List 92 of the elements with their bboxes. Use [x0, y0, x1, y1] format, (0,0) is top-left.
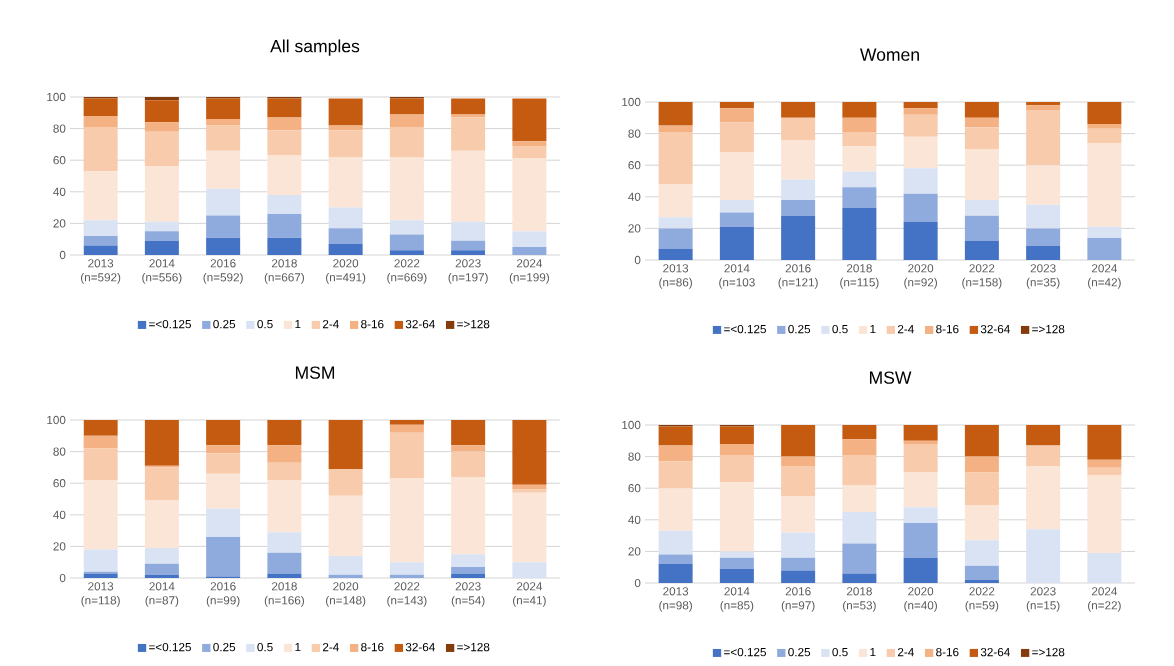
y-tick-label: 0 — [634, 255, 641, 265]
legend-label: 0.5 — [832, 647, 848, 657]
x-tick-label: 2020 (n=148) — [326, 582, 366, 607]
legend-label: =<0.125 — [149, 319, 191, 329]
x-tick-label: 2016 (n=97) — [781, 587, 815, 612]
y-tick-label: 100 — [622, 97, 641, 107]
legend-label: 0.25 — [213, 642, 236, 652]
y-tick-label: 0 — [59, 573, 66, 583]
legend-label: =>128 — [457, 319, 490, 329]
y-tick-label: 20 — [53, 219, 66, 228]
legend-label: 2-4 — [897, 324, 914, 334]
legend-label: 0.25 — [213, 319, 236, 329]
x-tick-label: 2014 (n=85) — [720, 587, 754, 612]
y-tick-label: 80 — [628, 129, 641, 138]
x-tick-label: 2014 (n=87) — [145, 582, 179, 607]
y-tick-label: 80 — [53, 447, 66, 456]
legend-label: 0.25 — [788, 324, 811, 334]
y-tick-label: 40 — [628, 192, 641, 201]
x-tick-label: 2013 (n=86) — [659, 264, 692, 289]
x-tick-label: 2018 (n=166) — [264, 582, 304, 607]
x-tick-label: 2020 (n=491) — [326, 259, 366, 284]
legend-label: =<0.125 — [724, 324, 766, 334]
x-tick-label: 2023 (n=54) — [451, 582, 485, 607]
chart-title: Women — [860, 48, 919, 61]
x-tick-label: 2024 (n=199) — [509, 259, 549, 284]
y-tick-label: 80 — [53, 124, 66, 133]
y-tick-label: 60 — [628, 161, 641, 170]
legend-label: =>128 — [1032, 324, 1065, 334]
legend-label: 2-4 — [322, 642, 339, 652]
y-tick-label: 60 — [628, 484, 641, 493]
legend-label: 8-16 — [936, 324, 959, 334]
chart-title: All samples — [270, 39, 360, 56]
legend-label: 0.5 — [257, 319, 273, 329]
y-tick-label: 20 — [628, 224, 641, 233]
x-tick-label: 2020 (n=92) — [904, 264, 937, 289]
y-tick-label: 60 — [53, 479, 66, 488]
legend-label: 32-64 — [980, 324, 1010, 334]
x-tick-label: 2016 (n=592) — [203, 259, 243, 284]
legend-label: 0.5 — [832, 324, 848, 334]
y-tick-label: 40 — [53, 510, 66, 519]
legend-label: =<0.125 — [149, 642, 191, 652]
x-tick-label: 2024 (n=22) — [1088, 587, 1121, 612]
legend-label: 8-16 — [361, 319, 384, 329]
x-tick-label: 2024 (n=41) — [513, 582, 546, 607]
y-tick-label: 0 — [59, 250, 66, 260]
x-tick-label: 2014 (n=103 — [719, 264, 755, 289]
x-tick-label: 2023 (n=15) — [1026, 587, 1060, 612]
x-tick-label: 2013 (n=118) — [81, 582, 120, 607]
legend-label: 0.25 — [788, 647, 811, 657]
x-tick-label: 2023 (n=197) — [448, 259, 488, 284]
x-tick-label: 2013 (n=592) — [81, 259, 121, 284]
legend-label: 1 — [295, 320, 301, 329]
y-tick-label: 40 — [53, 187, 66, 196]
y-tick-label: 20 — [628, 547, 641, 556]
y-tick-label: 20 — [53, 542, 66, 551]
legend-label: 2-4 — [897, 647, 914, 657]
y-tick-label: 0 — [634, 578, 641, 588]
x-tick-label: 2022 (n=669) — [387, 259, 427, 284]
legend-label: 32-64 — [405, 642, 435, 652]
y-tick-label: 100 — [47, 415, 66, 425]
legend-label: 8-16 — [936, 647, 959, 657]
legend-label: 32-64 — [405, 319, 435, 329]
y-tick-label: 40 — [628, 515, 641, 524]
legend-label: =>128 — [1032, 647, 1065, 657]
chart-title: MSM — [295, 366, 335, 379]
legend-label: 1 — [870, 325, 876, 334]
y-tick-label: 100 — [47, 92, 66, 102]
x-tick-label: 2014 (n=556) — [142, 259, 182, 284]
x-tick-label: 2020 (n=40) — [904, 587, 937, 612]
legend-label: 32-64 — [980, 647, 1010, 657]
legend-label: 1 — [295, 643, 301, 652]
x-tick-label: 2022 (n=59) — [965, 587, 999, 612]
x-tick-label: 2024 (n=42) — [1088, 264, 1121, 289]
x-tick-label: 2022 (n=143) — [387, 582, 427, 607]
x-tick-label: 2018 (n=667) — [264, 259, 304, 284]
x-tick-label: 2016 (n=121) — [778, 264, 818, 289]
legend-label: 0.5 — [257, 642, 273, 652]
y-tick-label: 60 — [53, 156, 66, 165]
legend-label: 8-16 — [361, 642, 384, 652]
x-tick-label: 2016 (n=99) — [206, 582, 240, 607]
x-tick-label: 2022 (n=158) — [962, 264, 1002, 289]
x-tick-label: 2018 (n=115) — [840, 264, 879, 289]
x-tick-label: 2018 (n=53) — [843, 587, 876, 612]
legend-label: =<0.125 — [724, 647, 766, 657]
x-tick-label: 2013 (n=98) — [659, 587, 692, 612]
legend-label: 2-4 — [322, 319, 339, 329]
legend-label: =>128 — [457, 642, 490, 652]
legend-label: 1 — [870, 648, 876, 657]
y-tick-label: 100 — [622, 420, 641, 430]
y-tick-label: 80 — [628, 452, 641, 461]
chart-title: MSW — [869, 371, 912, 384]
x-tick-label: 2023 (n=35) — [1026, 264, 1060, 289]
